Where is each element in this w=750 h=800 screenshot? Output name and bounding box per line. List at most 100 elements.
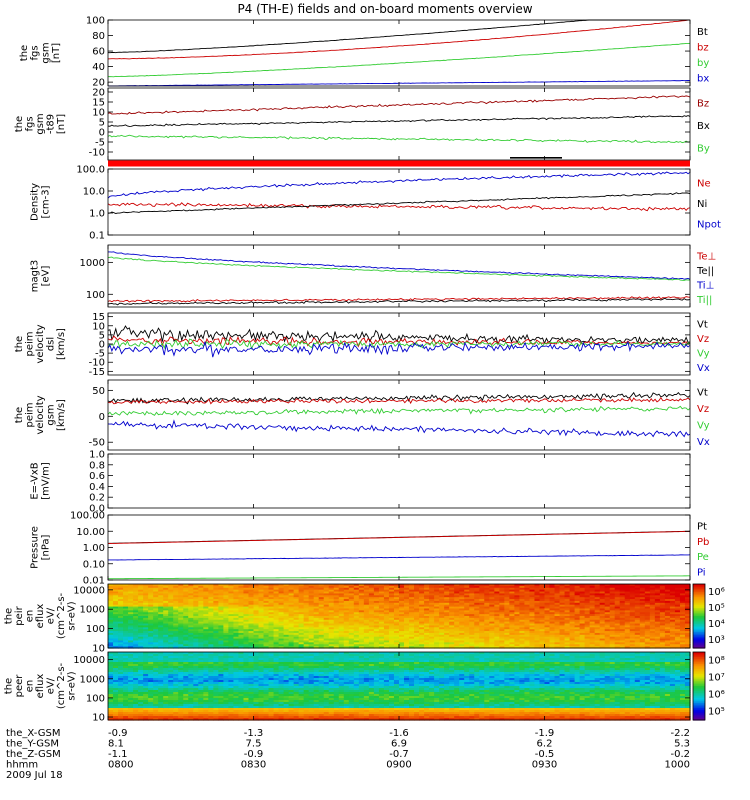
heatmap-cell [388,619,395,623]
heatmap-cell [223,591,230,595]
heatmap-cell [218,616,224,619]
heatmap-cell [393,634,400,638]
heatmap-cell [363,617,370,621]
heatmap-cell [173,627,179,630]
heatmap-cell [218,619,224,623]
heatmap-cell [278,610,285,613]
heatmap-cell [333,597,340,600]
heatmap-cell [253,640,260,643]
y-tick-label: 10.0 [83,187,105,198]
heatmap-cell [303,629,310,632]
heatmap-cell [323,629,330,632]
heatmap-cell [353,587,360,591]
heatmap-cell [248,612,255,615]
heatmap-cell [313,638,320,642]
heatmap-cell [293,623,300,627]
heatmap-cell [263,604,270,608]
heatmap-cell [333,608,340,611]
heatmap-cell [338,606,345,610]
heatmap-cell [363,632,370,636]
heatmap-cell [333,585,340,589]
heatmap-cell [268,589,275,593]
heatmap-cell [183,616,189,619]
heatmap-cell [158,602,164,606]
heatmap-cell [313,617,320,621]
heatmap-cell [419,591,425,595]
heatmap-cell [118,644,124,647]
heatmap-cell [268,642,275,645]
heatmap-cell [399,619,405,623]
colorbar-tick-label: 10⁶ [708,587,725,598]
heatmap-cell [248,616,255,619]
heatmap-cell [268,629,275,632]
heatmap-cell [113,629,119,632]
heatmap-cell [163,629,169,632]
heatmap-cell [323,625,330,628]
heatmap-cell [218,614,224,617]
heatmap-cell [193,599,199,602]
heatmap-cell [293,646,300,649]
heatmap-cell [168,587,174,591]
heatmap-cell [313,600,320,604]
heatmap-cell [348,627,355,630]
heatmap-cell [213,599,219,602]
heatmap-cell [153,604,159,608]
heatmap-cell [373,634,380,638]
heatmap-cell [133,597,139,600]
heatmap-cell [399,604,405,608]
heatmap-cell [373,597,380,600]
heatmap-cell [358,606,365,610]
heatmap-cell [108,608,114,611]
heatmap-cell [419,593,425,596]
heatmap-cell [288,591,295,595]
heatmap-cell [178,627,184,630]
heatmap-cell [263,634,270,638]
heatmap-cell [153,585,159,589]
heatmap-cell [153,629,159,632]
y-tick-label: 10 [92,321,105,332]
colorbar-tick-label: 10⁴ [708,619,725,630]
heatmap-cell [353,602,360,606]
heatmap-cell [248,629,255,632]
heatmap-cell [283,584,290,587]
heatmap-cell [263,629,270,632]
heatmap-cell [178,595,184,598]
heatmap-cell [188,595,194,598]
heatmap-cell [378,608,385,611]
heatmap-cell [268,638,275,642]
heatmap-cell [133,599,139,602]
heatmap-cell [383,595,390,598]
heatmap-cell [283,604,290,608]
heatmap-cell [353,616,360,619]
heatmap-cell [318,600,325,604]
heatmap-cell [263,587,270,591]
heatmap-cell [358,644,365,647]
heatmap-cell [308,614,315,617]
heatmap-cell [173,610,179,613]
heatmap-cell [318,608,325,611]
heatmap-cell [248,600,255,604]
heatmap-cell [128,629,134,632]
heatmap-cell [308,631,315,634]
heatmap-cell [399,638,405,642]
heatmap-cell [198,619,204,623]
heatmap-cell [173,600,179,604]
heatmap-cell [148,634,154,638]
heatmap-cell [258,608,265,611]
heatmap-cell [348,612,355,615]
heatmap-cell [128,608,134,611]
heatmap-cell [193,625,199,628]
heatmap-cell [393,604,400,608]
heatmap-cell [213,589,219,593]
heatmap-cell [163,634,169,638]
heatmap-cell [228,584,235,587]
heatmap-cell [368,608,375,611]
heatmap-cell [203,634,209,638]
heatmap-cell [178,584,184,587]
heatmap-cell [373,636,380,640]
heatmap-cell [288,631,295,634]
heatmap-cell [153,584,159,587]
heatmap-cell [253,619,260,623]
heatmap-cell [188,599,194,602]
heatmap-cell [399,621,405,625]
